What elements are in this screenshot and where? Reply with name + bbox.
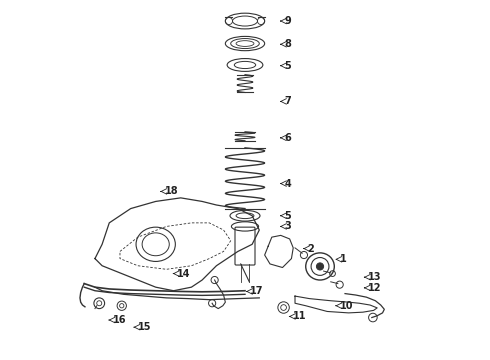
- Text: 12: 12: [368, 283, 382, 293]
- Text: 2: 2: [308, 244, 314, 253]
- Text: 10: 10: [340, 301, 353, 311]
- Text: 18: 18: [165, 186, 178, 197]
- Text: 6: 6: [284, 133, 291, 143]
- Text: 16: 16: [113, 315, 126, 325]
- Text: 5: 5: [284, 61, 291, 71]
- FancyBboxPatch shape: [235, 227, 255, 265]
- Polygon shape: [295, 296, 377, 313]
- Polygon shape: [95, 198, 259, 291]
- Polygon shape: [265, 235, 293, 267]
- Text: 1: 1: [340, 254, 346, 264]
- Text: 13: 13: [368, 272, 382, 282]
- Text: 3: 3: [284, 221, 291, 231]
- Text: 11: 11: [293, 311, 307, 321]
- Text: 8: 8: [284, 39, 291, 49]
- Text: 14: 14: [177, 269, 191, 279]
- Text: 4: 4: [284, 179, 291, 189]
- Text: 15: 15: [138, 322, 151, 332]
- Text: 7: 7: [284, 96, 291, 107]
- Text: 9: 9: [284, 16, 291, 26]
- Ellipse shape: [317, 263, 323, 270]
- Text: 5: 5: [284, 211, 291, 221]
- Text: 17: 17: [250, 287, 264, 296]
